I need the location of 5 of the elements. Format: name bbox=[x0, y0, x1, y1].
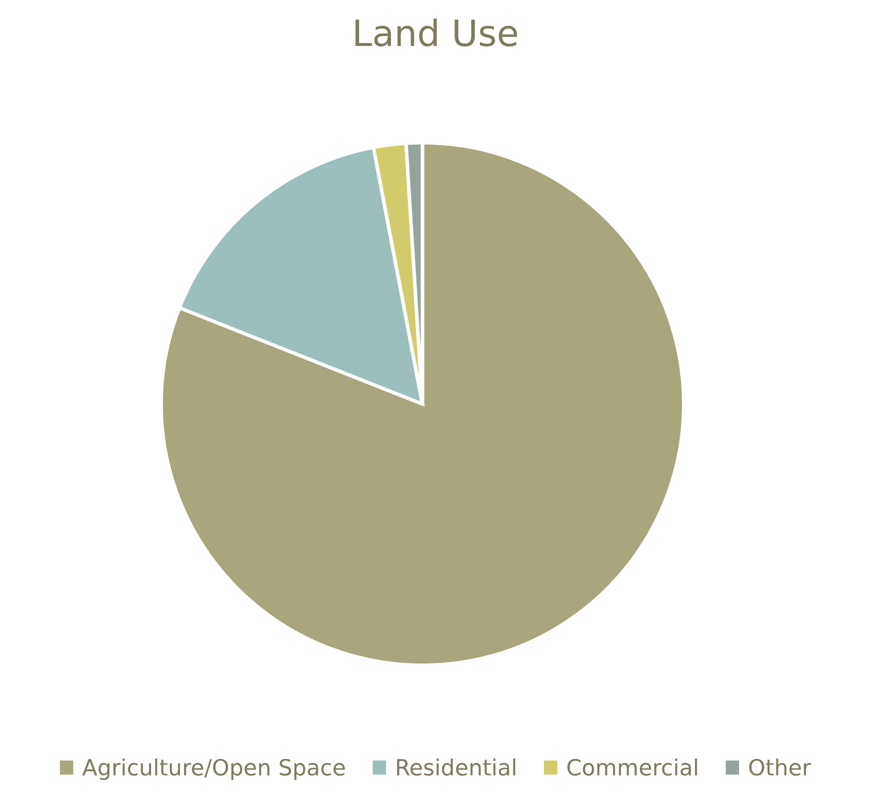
legend-label: Residential bbox=[397, 758, 516, 776]
chart-title: Land Use bbox=[356, 18, 518, 46]
legend-label: Commercial bbox=[567, 758, 697, 776]
legend-label: Agriculture/Open Space bbox=[82, 758, 345, 780]
legend-label: Other bbox=[749, 758, 812, 776]
